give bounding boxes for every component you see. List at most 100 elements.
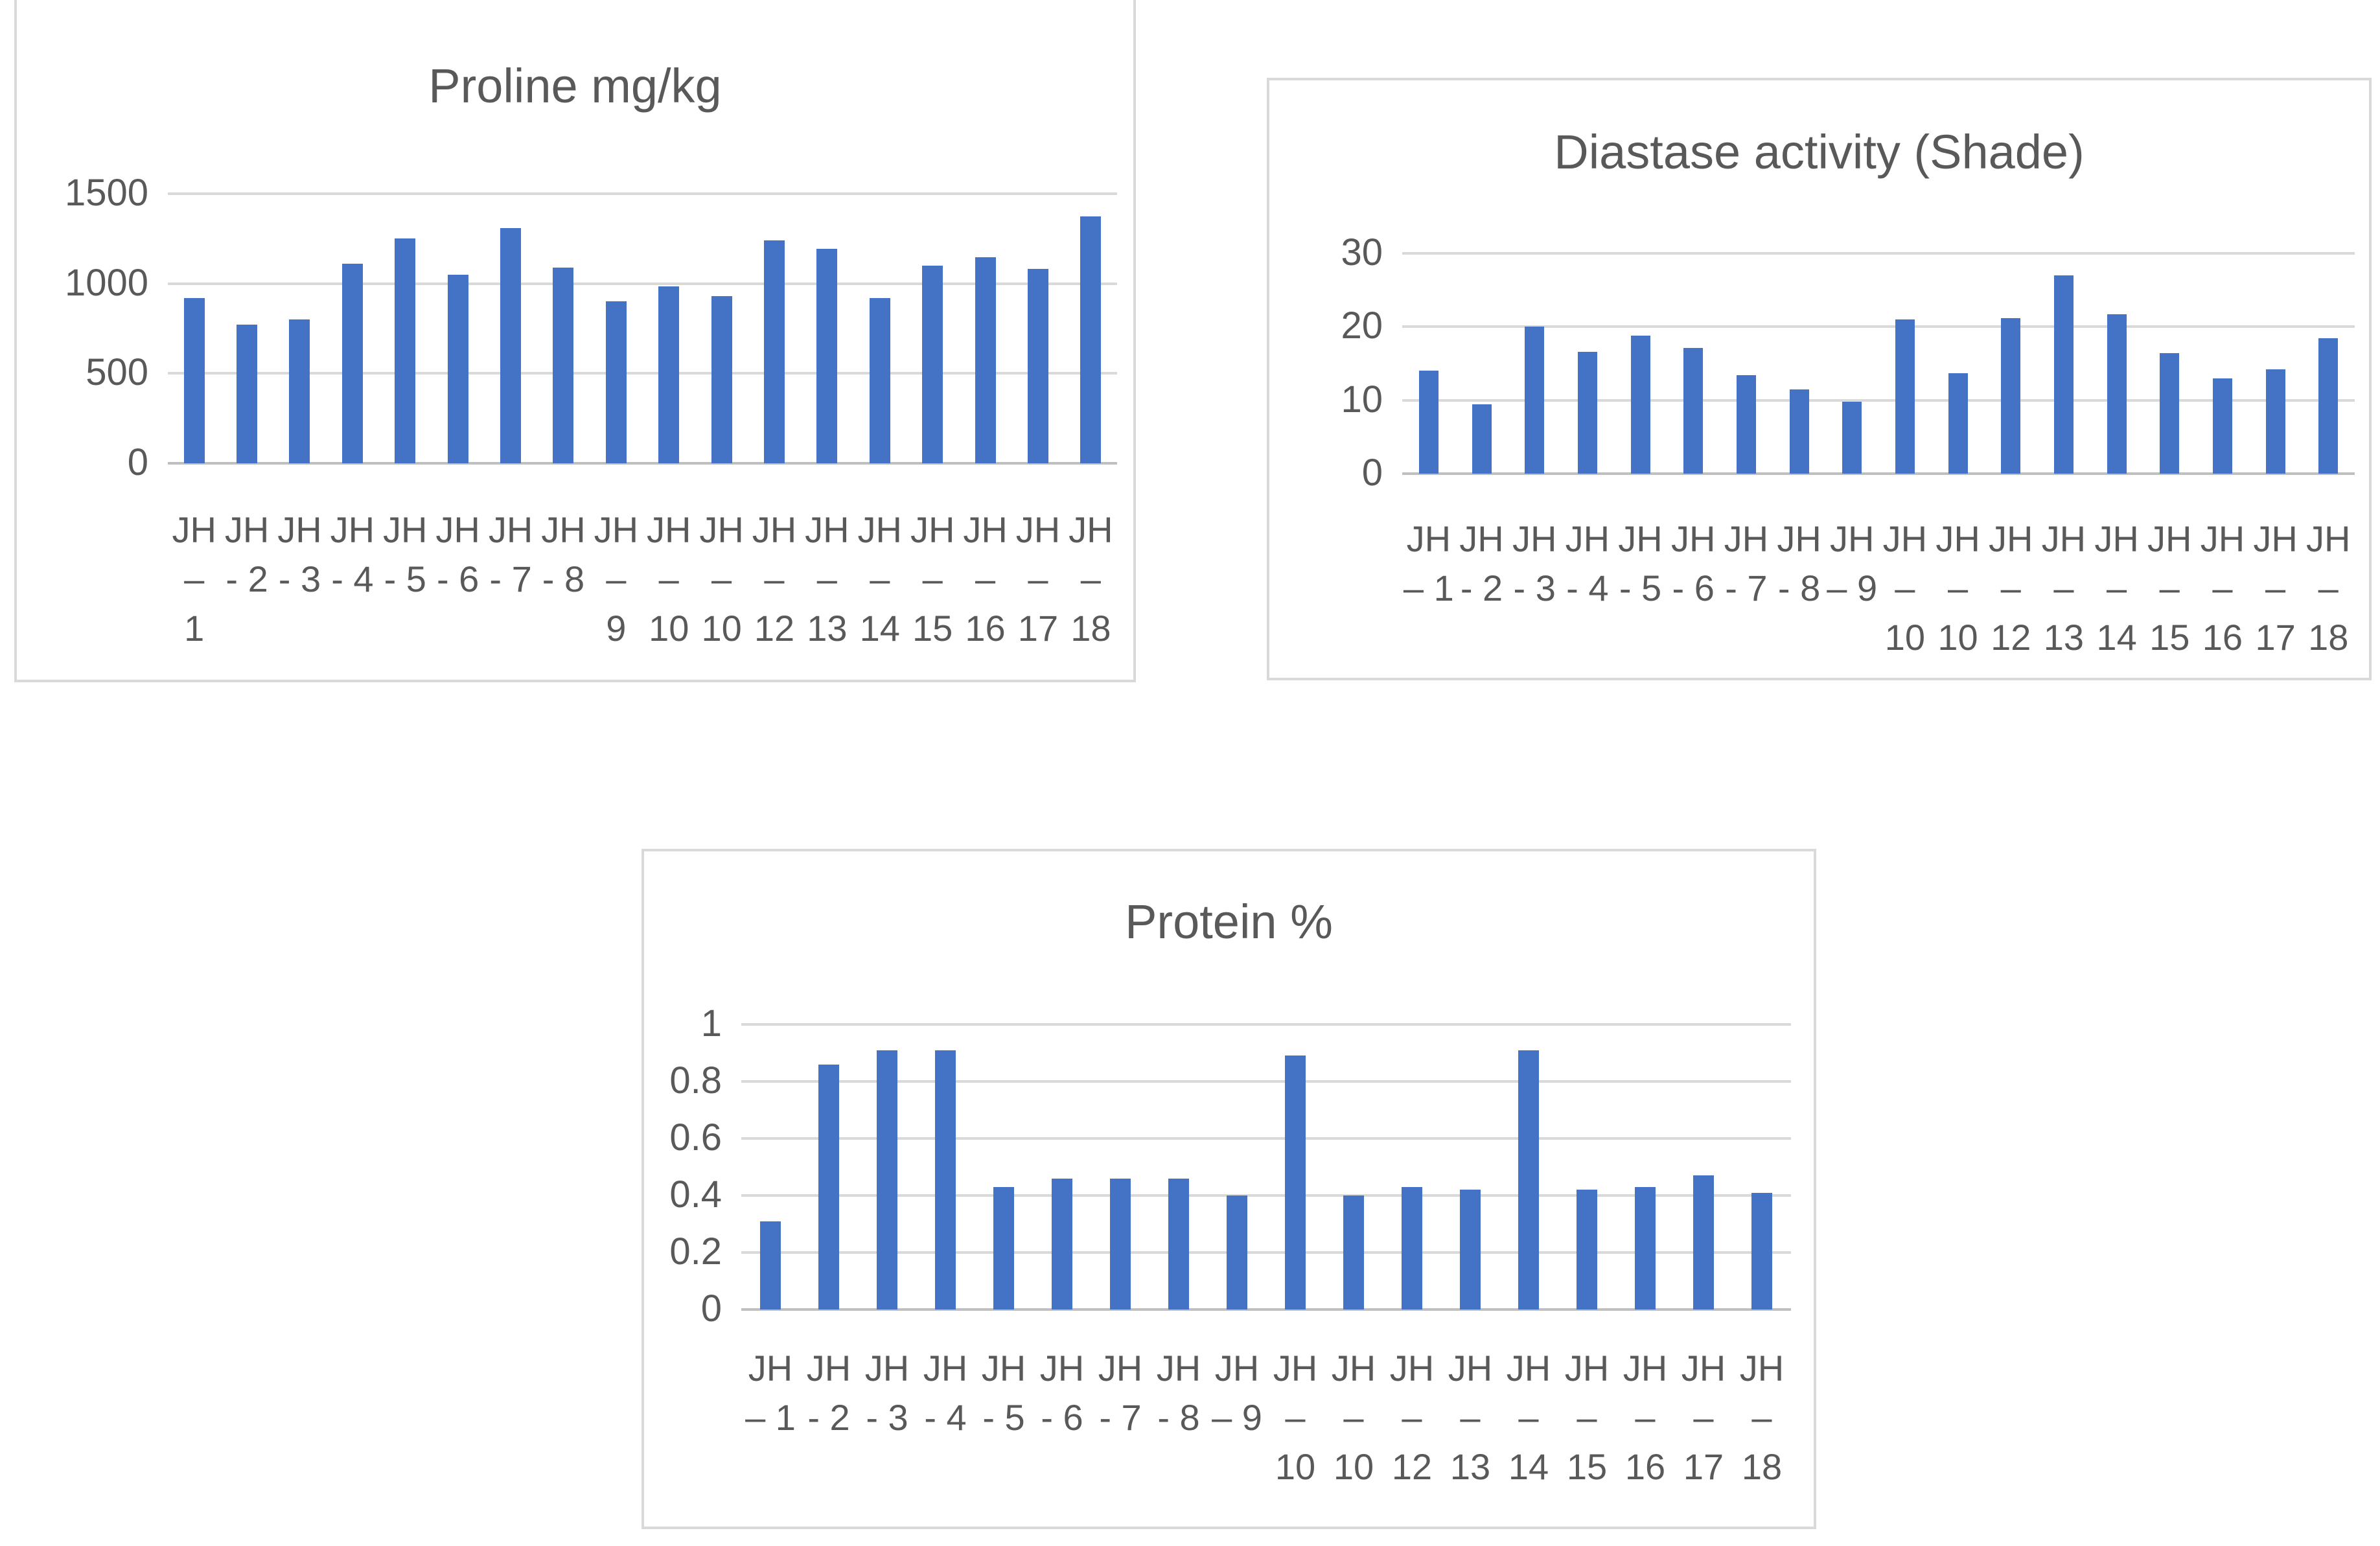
bar [1168, 1179, 1189, 1309]
x-axis-label-line: – [711, 559, 732, 599]
x-axis-label-line: – [975, 559, 996, 599]
x-category-label: JH - 3 [1508, 514, 1561, 662]
x-axis-label-line: JH [1565, 518, 1610, 559]
x-axis-label-line: JH [1156, 1348, 1201, 1389]
x-category-label: JH – 17 [1674, 1344, 1733, 1492]
x-axis-label-line: – [1751, 1397, 1772, 1438]
bar [500, 228, 521, 463]
x-category-label: JH – 15 [906, 505, 958, 653]
x-axis-label-line: – [1080, 559, 1101, 599]
x-category-label: JH – 16 [959, 505, 1011, 653]
x-axis-label-line: – 1 [1403, 568, 1454, 608]
x-axis-label-line [858, 1442, 916, 1492]
x-axis-label-line: – [2265, 568, 2286, 608]
x-axis-label-line: - 3 [1513, 568, 1556, 608]
y-axis-tick-label: 0 [1361, 452, 1383, 494]
x-category-label: JH - 2 [1455, 514, 1508, 662]
x-axis-label-line: JH [330, 509, 375, 550]
x-category-label: JH – 16 [1616, 1344, 1674, 1492]
x-axis-label-line: 14 [859, 608, 900, 649]
y-axis-tick-label: 0 [127, 441, 148, 484]
x-axis-label-line: JH [541, 509, 586, 550]
bar [2001, 318, 2020, 474]
gridline [741, 1080, 1791, 1083]
x-axis-label-line: – [2053, 568, 2074, 608]
bar [922, 266, 943, 463]
x-category-label: JH – 12 [1984, 514, 2037, 662]
x-category-label: JH - 3 [858, 1344, 916, 1492]
bar [289, 319, 310, 463]
x-axis-label-line: JH [1069, 509, 1113, 550]
x-axis-label-line: JH [1389, 1348, 1435, 1389]
x-axis-label-line: 18 [1070, 608, 1111, 649]
x-axis-labels: JH – 1 JH - 2 JH - 3 JH - 4 JH - 5 JH - 6 JH - 7 JH - 8… [741, 1344, 1791, 1492]
x-category-label: JH – 14 [1499, 1344, 1558, 1492]
x-category-label: JH - 4 [326, 505, 378, 653]
x-axis-label-line: – [1402, 1397, 1422, 1438]
chart-title: Proline mg/kg [428, 59, 722, 113]
plot-area [741, 1023, 1791, 1311]
bar [2107, 314, 2127, 474]
x-axis-label-line: JH [383, 509, 428, 550]
y-axis-tick-label: 30 [1341, 231, 1383, 274]
y-axis-tick-label: 0.8 [669, 1059, 722, 1102]
x-axis-label-line: JH [1882, 518, 1928, 559]
x-axis-label-line: – [1947, 568, 1969, 608]
x-axis-label-line [1033, 1442, 1091, 1492]
x-axis-label-line: - 4 [924, 1397, 967, 1438]
x-axis-label-line: – [606, 559, 627, 599]
x-category-label: JH - 2 [800, 1344, 858, 1492]
x-axis-label-line: JH [1777, 518, 1821, 559]
bar [975, 257, 996, 463]
x-axis-label-line: JH [1273, 1348, 1318, 1389]
x-axis-label-line: JH [2147, 518, 2192, 559]
x-axis-label-line: – [764, 559, 785, 599]
x-axis-label-line: JH [646, 509, 691, 550]
x-axis-label-line [1455, 613, 1508, 662]
x-axis-label-line: JH [1506, 1348, 1551, 1389]
bar [395, 238, 415, 463]
x-axis-label-line [1561, 613, 1614, 662]
gridline [1402, 252, 2355, 255]
x-category-label: JH – 10 [1878, 514, 1932, 662]
x-category-label: JH – 13 [801, 505, 853, 653]
x-axis-label-line: 16 [965, 608, 1006, 649]
x-axis-label-line [326, 604, 378, 653]
chart-diastase: Diastase activity (Shade) 30 20 10 0 JH – 1 JH -… [1267, 78, 2372, 680]
x-category-label: JH – 10 [1932, 514, 1985, 662]
y-axis-tick-label: 0.2 [669, 1230, 722, 1273]
x-category-label: JH – 1 [741, 1344, 800, 1492]
x-axis-label-line: – [1895, 568, 1915, 608]
x-category-label: JH - 4 [916, 1344, 975, 1492]
x-category-label: JH - 8 [1150, 1344, 1208, 1492]
x-axis-label-line: – [922, 559, 943, 599]
x-category-label: JH - 3 [273, 505, 326, 653]
x-axis-label-line [1825, 613, 1878, 662]
x-axis-label-line: JH [1681, 1348, 1726, 1389]
x-axis-label-line [537, 604, 590, 653]
x-axis-label-line: JH [1623, 1348, 1668, 1389]
x-axis-label-line: 1 [184, 608, 205, 649]
x-axis-label-line: 18 [1741, 1446, 1783, 1487]
x-axis-label-line: – [1635, 1397, 1656, 1438]
x-axis-label-line: 10 [1333, 1446, 1374, 1487]
bar [760, 1221, 781, 1309]
x-axis-label-line: – [1518, 1397, 1539, 1438]
gridline [168, 372, 1117, 375]
x-axis-label-line [1667, 613, 1720, 662]
x-axis-label-line: 18 [2308, 617, 2349, 658]
x-axis-label-line: – [1343, 1397, 1364, 1438]
x-axis-label-line: 17 [1017, 608, 1059, 649]
x-axis-label-line: - 2 [225, 559, 268, 599]
bar [1635, 1187, 1656, 1309]
x-axis-label-line: 15 [1566, 1446, 1608, 1487]
x-category-label: JH – 12 [748, 505, 800, 653]
x-category-label: JH – 14 [2090, 514, 2143, 662]
x-axis-label-line: JH [963, 509, 1008, 550]
bar [816, 249, 837, 463]
bar [2266, 369, 2285, 474]
bar [658, 286, 679, 463]
bar [1518, 1050, 1539, 1309]
y-axis-tick-label: 0 [700, 1287, 722, 1330]
x-axis-label-line: – [184, 559, 205, 599]
